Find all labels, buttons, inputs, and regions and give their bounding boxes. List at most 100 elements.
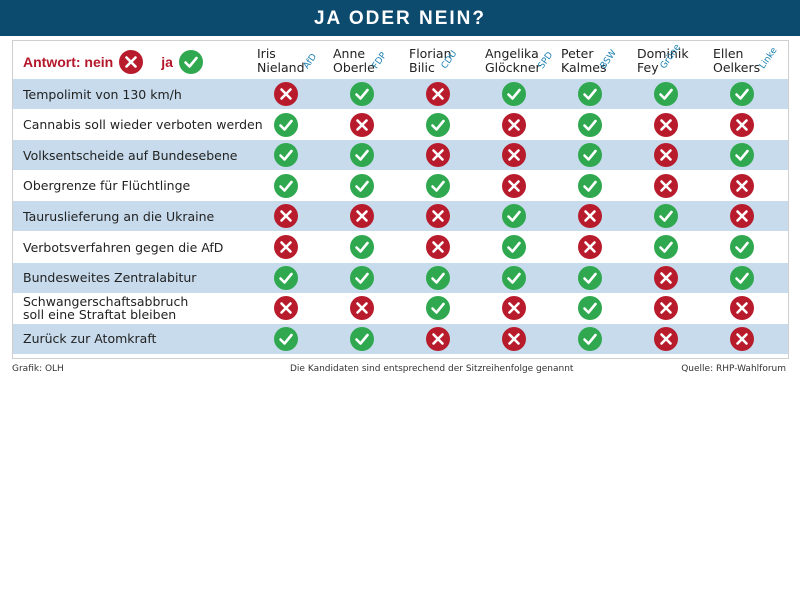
answer-no-icon [578, 235, 602, 259]
answer-no-icon [654, 326, 678, 351]
legend-no-icon [119, 50, 144, 74]
question-label: Zurück zur Atomkraft [23, 324, 263, 354]
footer-note: Die Kandidaten sind entsprechend der Sit… [290, 364, 574, 374]
answer-no-icon [654, 173, 678, 198]
answer-yes-icon [274, 265, 298, 290]
answer-no-icon [350, 112, 374, 137]
candidate-first-name: Dominik [637, 46, 689, 61]
candidate-first-name: Peter [561, 46, 594, 61]
candidate-first-name: Ellen [713, 46, 744, 61]
question-text: Bundesweites Zentralabitur [23, 270, 197, 286]
answer-no-icon [502, 173, 526, 198]
question-label: Tempolimit von 130 km/h [23, 79, 263, 109]
legend-yes-icon [178, 50, 203, 74]
candidate-header: Anne Oberle FDP [333, 47, 413, 81]
answer-yes-icon [654, 82, 678, 106]
table-row: Bundesweites Zentralabitur [13, 262, 788, 293]
answer-no-icon [350, 204, 374, 229]
answer-yes-icon [578, 112, 602, 137]
infographic: JA ODER NEIN? Antwort: nein ja Iris Niela… [0, 0, 800, 374]
question-label: Tauruslieferung an die Ukraine [23, 201, 263, 231]
legend: Antwort: nein ja [23, 48, 203, 76]
answer-yes-icon [502, 235, 526, 259]
answer-no-icon [730, 112, 754, 137]
answer-no-icon [426, 235, 450, 259]
question-label: Cannabis soll wieder verboten werden [23, 110, 263, 140]
answer-yes-icon [578, 265, 602, 290]
candidate-last-name: Fey [637, 60, 659, 75]
candidate-name: Anne Oberle [333, 47, 375, 75]
answer-yes-icon [578, 173, 602, 198]
answer-yes-icon [350, 326, 374, 351]
answer-yes-icon [426, 173, 450, 198]
question-text: Tauruslieferung an die Ukraine [23, 208, 215, 224]
answer-yes-icon [274, 112, 298, 137]
answer-yes-icon [730, 265, 754, 290]
candidate-last-name: Nieland [257, 60, 305, 75]
question-label: Volksentscheide auf Bundesebene [23, 140, 263, 170]
table-row: Tempolimit von 130 km/h [13, 79, 788, 109]
footer-source: Quelle: RHP-Wahlforum [681, 364, 786, 374]
answer-no-icon [426, 204, 450, 229]
answer-yes-icon [730, 143, 754, 168]
answer-no-icon [654, 296, 678, 321]
table-row: Cannabis soll wieder verboten werden [13, 110, 788, 140]
answer-no-icon [502, 112, 526, 137]
question-text: Cannabis soll wieder verboten werden [23, 117, 263, 133]
answer-no-icon [426, 82, 450, 106]
answer-no-icon [274, 204, 298, 229]
answer-no-icon [654, 143, 678, 168]
answer-yes-icon [654, 235, 678, 259]
candidate-party: Linke [757, 45, 780, 71]
answer-yes-icon [578, 326, 602, 351]
answer-no-icon [654, 112, 678, 137]
candidate-last-name: Oberle [333, 60, 375, 75]
question-text: Obergrenze für Flüchtlinge [23, 178, 191, 194]
question-text: Verbotsverfahren gegen die AfD [23, 239, 224, 255]
question-label: Obergrenze für Flüchtlinge [23, 171, 263, 201]
answer-no-icon [502, 143, 526, 168]
answer-yes-icon [350, 235, 374, 259]
candidate-header: Florian Bilic CDU [409, 47, 489, 81]
answer-yes-icon [502, 204, 526, 229]
answer-no-icon [578, 204, 602, 229]
question-text: Volksentscheide auf Bundesebene [23, 147, 238, 163]
answer-yes-icon [578, 143, 602, 168]
answer-yes-icon [274, 143, 298, 168]
candidate-header: Angelika Glöckner SPD [485, 47, 565, 81]
question-text: Zurück zur Atomkraft [23, 331, 157, 347]
answer-yes-icon [350, 265, 374, 290]
answer-no-icon [502, 326, 526, 351]
legend-yes-label: ja [161, 54, 173, 70]
candidate-header: Ellen Oelkers Linke [713, 45, 793, 81]
candidate-name: Iris Nieland [257, 47, 305, 75]
answer-yes-icon [730, 235, 754, 259]
answer-no-icon [274, 82, 298, 106]
answer-yes-icon [502, 82, 526, 106]
answer-yes-icon [350, 173, 374, 198]
question-label: Verbotsverfahren gegen die AfD [23, 232, 263, 262]
candidate-first-name: Florian [409, 46, 452, 61]
answer-no-icon [426, 326, 450, 351]
question-text: Schwangerschaftsabbruch soll eine Straft… [23, 294, 189, 323]
table-row: Verbotsverfahren gegen die AfD [13, 232, 788, 262]
candidate-name: Florian Bilic [409, 47, 452, 75]
answer-no-icon [730, 296, 754, 321]
legend-no-label: Antwort: nein [23, 54, 114, 70]
candidate-header: Dominik Fey Grüne [637, 43, 717, 81]
candidate-first-name: Angelika [485, 46, 539, 61]
candidate-last-name: Oelkers [713, 60, 761, 75]
answer-no-icon [274, 235, 298, 259]
candidate-name: Ellen Oelkers [713, 47, 760, 75]
answer-no-icon [426, 143, 450, 168]
table-row: Volksentscheide auf Bundesebene [13, 140, 788, 171]
candidate-first-name: Anne [333, 46, 366, 61]
answer-no-icon [730, 326, 754, 351]
candidate-name: Dominik Fey [637, 47, 689, 75]
footer-credit: Grafik: OLH [12, 364, 64, 374]
answer-no-icon [730, 204, 754, 229]
answer-yes-icon [426, 112, 450, 137]
page-title: JA ODER NEIN? [0, 0, 800, 36]
table-row: Tauruslieferung an die Ukraine [13, 201, 788, 232]
candidate-header: Iris Nieland AfD [257, 47, 337, 81]
